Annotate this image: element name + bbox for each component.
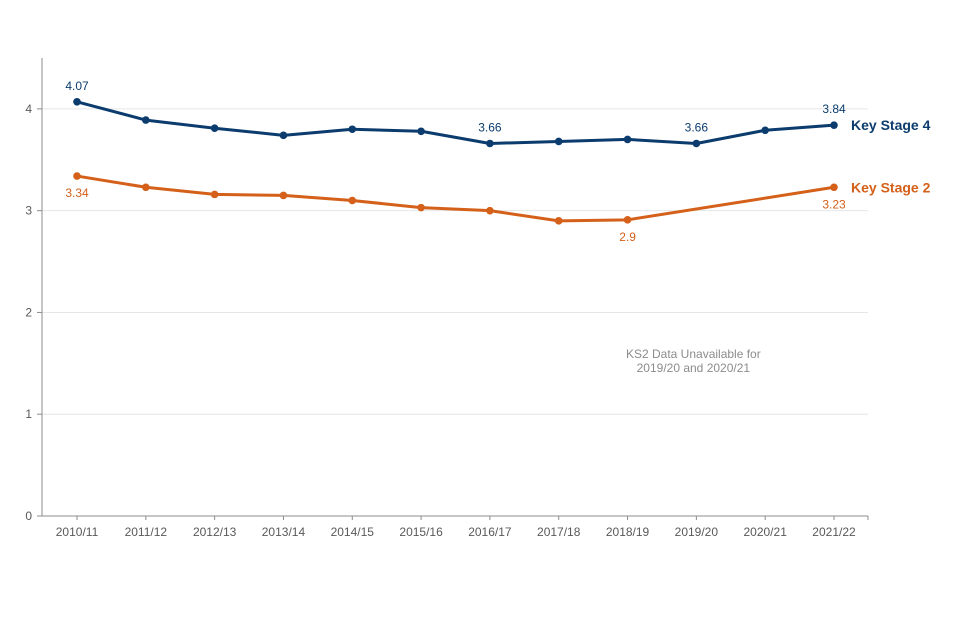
data-label: 4.07	[65, 79, 89, 93]
y-tick-label: 2	[25, 305, 32, 319]
x-tick-label: 2015/16	[399, 525, 443, 539]
data-point	[830, 183, 838, 192]
data-point	[142, 183, 150, 192]
series-key-stage-4: 4.07 3.66 3.66 3.84 Key Stage 4	[65, 79, 931, 148]
data-point	[73, 97, 81, 106]
gridlines	[42, 108, 868, 415]
data-label: 3.66	[685, 120, 709, 134]
data-point	[210, 190, 219, 199]
data-point	[623, 135, 632, 144]
series-name-label: Key Stage 4	[851, 117, 931, 133]
y-tick-label: 3	[25, 204, 32, 218]
y-tick-label: 4	[25, 102, 32, 116]
y-tick-label: 0	[25, 509, 32, 523]
axes	[41, 58, 869, 520]
x-tick-label: 2021/22	[812, 525, 856, 539]
data-label: 3.84	[822, 102, 846, 116]
data-point	[692, 139, 701, 148]
data-point	[623, 216, 632, 224]
data-point	[486, 206, 494, 215]
x-tick-label: 2013/14	[262, 525, 306, 539]
data-point	[554, 137, 563, 146]
series-group: 4.07 3.66 3.66 3.84 Key Stage 4 3.34 2.9 3.23 Ke…	[65, 79, 930, 244]
data-point	[73, 172, 81, 180]
x-tick-label: 2020/21	[743, 525, 787, 539]
annotation-text: KS2 Data Unavailable for	[626, 347, 761, 361]
x-tick-label: 2014/15	[331, 525, 375, 539]
x-tick-label: 2018/19	[606, 525, 650, 539]
series-name-label: Key Stage 2	[851, 179, 931, 195]
data-label: 3.34	[65, 186, 89, 200]
x-tick-label: 2011/12	[125, 525, 168, 539]
x-tick-label: 2017/18	[537, 525, 581, 539]
data-point	[142, 116, 150, 124]
x-tick-label: 2016/17	[468, 525, 512, 539]
data-point	[210, 124, 219, 133]
data-label: 2.9	[619, 230, 636, 244]
data-point	[830, 121, 838, 129]
y-tick-label: 1	[25, 407, 32, 421]
data-point	[486, 139, 494, 148]
x-tick-label: 2012/13	[193, 525, 237, 539]
x-tick-label: 2010/11	[56, 525, 99, 539]
data-point	[417, 203, 425, 212]
annotation-text: 2019/20 and 2020/21	[637, 361, 751, 375]
data-point	[348, 125, 357, 134]
data-point	[417, 127, 425, 136]
data-point	[348, 196, 357, 205]
data-point	[279, 191, 288, 200]
data-label: 3.23	[822, 197, 846, 211]
data-point	[554, 217, 563, 225]
y-axis-ticks: 0 1 2 3 4	[25, 102, 42, 523]
data-point	[761, 126, 769, 135]
data-label: 3.66	[478, 120, 502, 134]
series-line	[76, 174, 835, 223]
series-line	[76, 100, 835, 145]
series-key-stage-2: 3.34 2.9 3.23 Key Stage 2	[65, 172, 931, 244]
x-axis-ticks: 2010/11 2011/12 2012/13 2013/14 2014/15 2015/…	[56, 516, 856, 539]
x-tick-label: 2019/20	[675, 525, 719, 539]
data-point	[279, 131, 288, 140]
